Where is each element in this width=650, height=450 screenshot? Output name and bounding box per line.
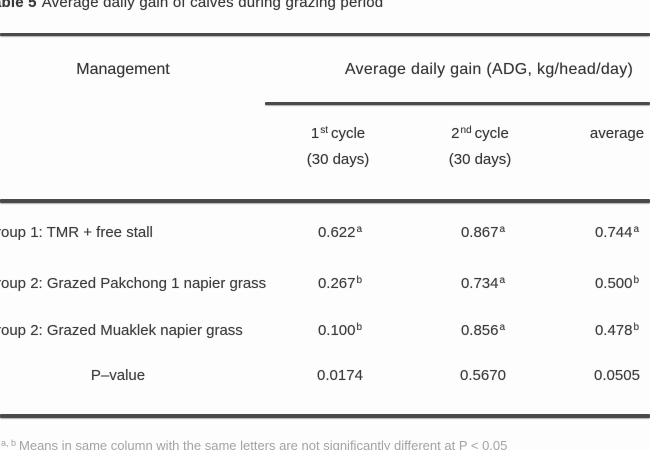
top-rule	[0, 33, 650, 36]
cell-muaklek-cycle1: 0.100b	[270, 322, 410, 339]
value: 0.100	[317, 322, 356, 339]
table-caption-text: Average daily gain of calves during graz…	[41, 0, 384, 11]
cell-pakchong-average: 0.500b	[547, 275, 650, 292]
table-caption-number: able 5	[0, 0, 37, 11]
row-label-p-value: P–value	[90, 367, 146, 384]
significance-letter: a	[633, 224, 640, 235]
column-header-adg-group: Average daily gain (ADG, kg/head/day)	[344, 61, 634, 78]
value: 0.622	[317, 224, 356, 241]
cycle2-word: cycle	[474, 125, 509, 142]
row-label-group1: roup 1: TMR + free stall	[0, 224, 153, 241]
significance-letter: b	[633, 275, 640, 286]
value: 0.500	[594, 275, 633, 292]
cell-pvalue-average: 0.0505	[594, 367, 640, 384]
cell-pvalue-cycle1: 0.0174	[317, 367, 363, 384]
value: 0.478	[594, 322, 633, 339]
cycle2-ordinal-superscript: nd	[460, 125, 472, 136]
1st-cycle-line2: (30 days)	[306, 151, 370, 168]
row-label-group2-muaklek: roup 2: Grazed Muaklek napier grass	[0, 322, 243, 339]
cycle1-ordinal-superscript: st	[320, 125, 328, 136]
footnote-superscript: a, b	[1, 438, 17, 448]
significance-letter: a	[499, 322, 506, 333]
column-header-2nd-cycle: 2nd cycle (30 days)	[410, 122, 550, 172]
cell-group1-cycle1: 0.622a	[270, 224, 410, 241]
cycle1-number: 1	[310, 125, 320, 142]
cell-muaklek-cycle2: 0.856a	[413, 322, 553, 339]
adg-group-underline	[265, 102, 650, 105]
cell-pakchong-cycle1: 0.267b	[270, 275, 410, 292]
cell-group1-average: 0.744a	[547, 224, 650, 241]
cycle1-word: cycle	[330, 125, 366, 142]
2nd-cycle-line1: 2nd cycle	[410, 122, 550, 148]
significance-letter: a	[499, 224, 506, 235]
value: 0.267	[317, 275, 356, 292]
cell-pvalue-cycle2: 0.5670	[460, 367, 506, 384]
significance-letter: b	[356, 275, 363, 286]
cell-group1-cycle2: 0.867a	[413, 224, 553, 241]
significance-letter: b	[633, 322, 640, 333]
table-footnote: a, b Means in same column with the same l…	[1, 438, 507, 450]
1st-cycle-line1: 1st cycle	[268, 122, 408, 148]
footnote-text: Means in same column with the same lette…	[19, 438, 508, 450]
significance-letter: b	[356, 322, 363, 333]
significance-letter: a	[356, 224, 363, 235]
column-header-1st-cycle: 1st cycle (30 days)	[268, 122, 408, 172]
cell-pakchong-cycle2: 0.734a	[413, 275, 553, 292]
bottom-rule	[0, 414, 650, 418]
cycle2-number: 2	[451, 125, 460, 142]
cell-muaklek-average: 0.478b	[547, 322, 650, 339]
value: 0.856	[460, 322, 499, 339]
column-header-management: Management	[76, 61, 170, 78]
table-caption: able 5 Average daily gain of calves durin…	[0, 0, 383, 11]
value: 0.734	[460, 275, 499, 292]
value: 0.744	[594, 224, 633, 241]
value: 0.867	[460, 224, 499, 241]
2nd-cycle-line2: (30 days)	[448, 151, 512, 168]
row-label-group2-pakchong: roup 2: Grazed Pakchong 1 napier grass	[0, 275, 267, 292]
significance-letter: a	[499, 275, 506, 286]
column-header-average: average	[589, 125, 645, 142]
header-bottom-rule	[0, 199, 650, 203]
